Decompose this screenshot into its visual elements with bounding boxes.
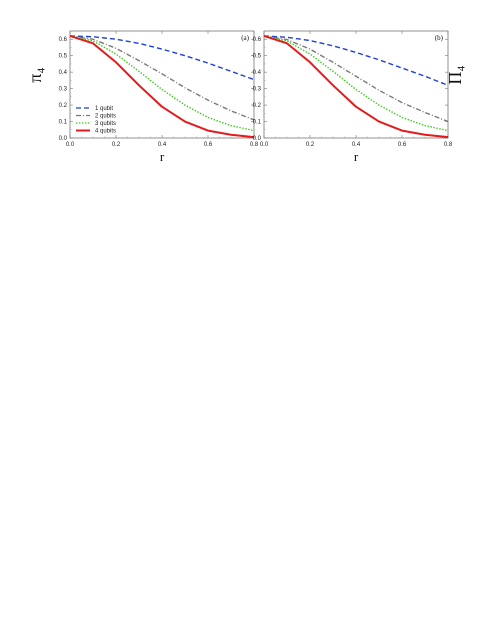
series-line-2: [69, 35, 255, 121]
series-line-2: [263, 35, 449, 123]
y-axis-label: π₄: [25, 67, 45, 82]
y-tick-label: 0.5: [59, 54, 68, 60]
x-tick-label: 0.6: [204, 142, 213, 148]
series-line-4: [263, 34, 449, 139]
panel-a: 0.0 0.2 0.4 0.6 0.80.00.10.20.30.40.50.6 (a)r…: [25, 30, 259, 164]
x-tick-label: 0.8: [250, 142, 259, 148]
x-tick-label: 0.0: [66, 142, 75, 148]
y-tick-label: 0.4: [59, 70, 68, 76]
x-tick-label: 0.4: [352, 142, 361, 148]
x-tick-label: 0.2: [306, 142, 315, 148]
y-tick-label: 0.1: [59, 120, 68, 126]
x-axis-label: r: [160, 149, 165, 164]
series-line-1: [263, 35, 449, 86]
y-tick-label: 0.0: [59, 136, 68, 142]
x-tick-label: 0.0: [260, 142, 269, 148]
y-tick-label: 0.6: [59, 37, 68, 43]
legend-label-1: 1 qubit: [95, 106, 113, 112]
y-tick-label: 0.1: [253, 120, 262, 126]
y-axis-label: Π₄: [445, 65, 465, 84]
series-line-4: [69, 34, 255, 139]
series-line-3: [69, 35, 255, 132]
x-axis-label: r: [354, 149, 359, 164]
y-tick-label: 0.2: [59, 103, 68, 109]
x-tick-label: 0.4: [158, 142, 167, 148]
panel-label: (a): [241, 34, 249, 42]
legend-label-2: 2 qubits: [95, 114, 116, 120]
y-tick-label: 0.3: [253, 87, 262, 93]
x-tick-label: 0.8: [444, 142, 453, 148]
y-tick-label: 0.4: [253, 70, 262, 76]
panel-b: 0.0 0.2 0.4 0.6 0.80.00.10.20.30.40.50.6 (b)r…: [253, 30, 465, 164]
legend-label-3: 3 qubits: [95, 121, 116, 127]
series-line-3: [263, 35, 449, 132]
x-tick-label: 0.6: [398, 142, 407, 148]
legend-label-4: 4 qubits: [95, 129, 116, 135]
x-tick-label: 0.2: [112, 142, 121, 148]
panel-label: (b): [435, 34, 444, 42]
y-tick-label: 0.6: [253, 37, 262, 43]
y-tick-label: 0.3: [59, 87, 68, 93]
y-tick-label: 0.0: [253, 136, 262, 142]
y-tick-label: 0.2: [253, 103, 262, 109]
y-tick-label: 0.5: [253, 54, 262, 60]
